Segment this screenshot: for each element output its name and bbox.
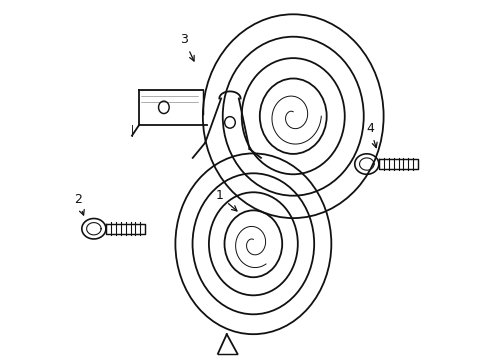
Text: 1: 1: [215, 189, 236, 211]
Text: 2: 2: [74, 193, 84, 215]
Text: 3: 3: [180, 33, 194, 61]
Text: 4: 4: [366, 122, 376, 148]
